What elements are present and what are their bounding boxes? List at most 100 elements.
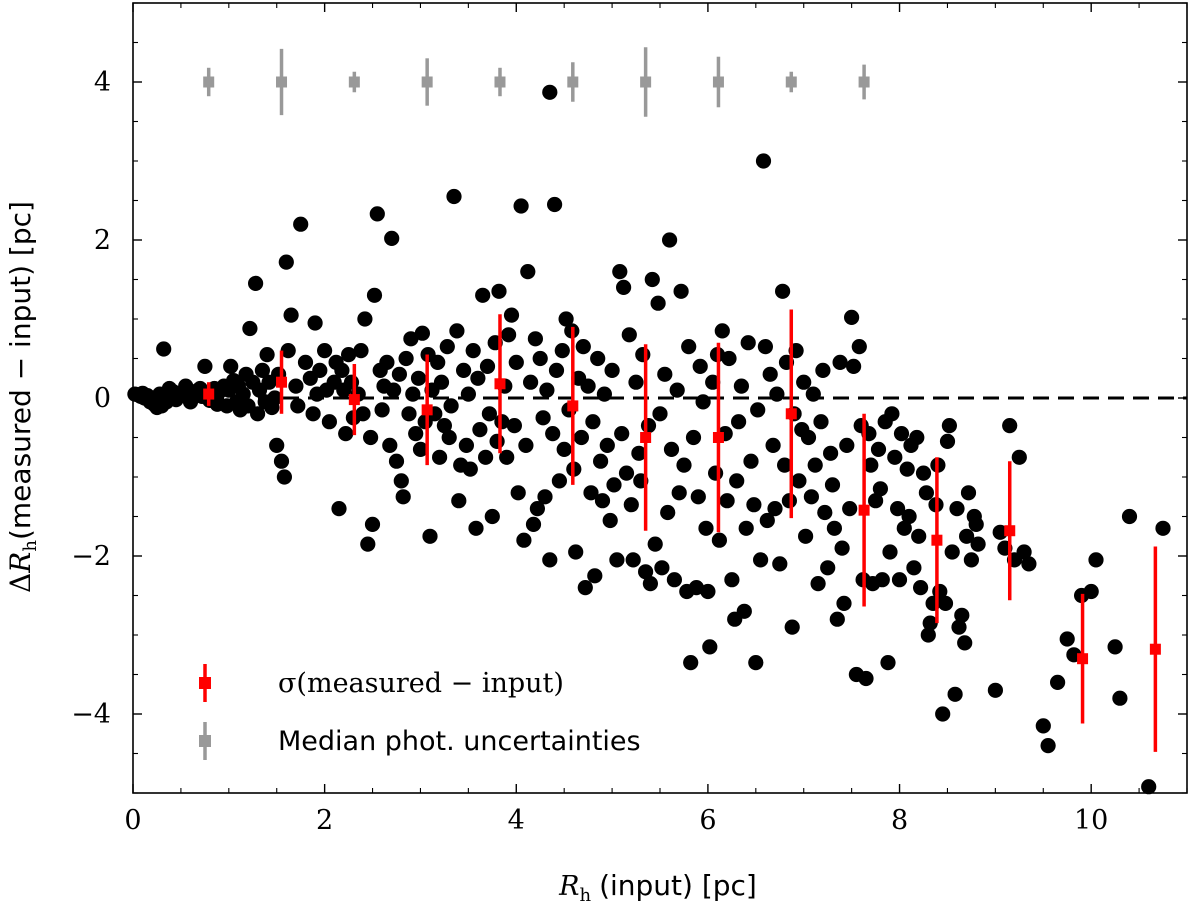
sigma-marker bbox=[1077, 593, 1089, 724]
data-point bbox=[366, 287, 383, 303]
data-point bbox=[537, 489, 553, 505]
sigma-marker bbox=[640, 344, 652, 531]
data-point bbox=[539, 382, 555, 398]
data-point bbox=[556, 441, 572, 457]
data-point bbox=[470, 370, 486, 386]
data-point bbox=[516, 532, 532, 548]
data-point bbox=[810, 576, 826, 592]
data-point bbox=[458, 437, 474, 453]
data-point bbox=[614, 426, 630, 442]
data-point bbox=[460, 386, 476, 402]
y-tick-label: 4 bbox=[94, 67, 111, 98]
median-uncertainty-marker bbox=[858, 64, 870, 100]
data-point bbox=[683, 655, 699, 671]
data-point bbox=[223, 358, 239, 374]
data-point bbox=[750, 402, 766, 418]
data-point bbox=[602, 512, 618, 529]
data-point bbox=[937, 595, 954, 612]
data-point bbox=[414, 325, 430, 341]
data-point bbox=[520, 264, 536, 280]
median-marker bbox=[494, 76, 506, 88]
data-point bbox=[731, 414, 747, 430]
data-point bbox=[360, 536, 376, 552]
x-axis-label-text: (input) [pc] bbox=[599, 869, 757, 902]
data-point bbox=[640, 418, 657, 434]
data-point bbox=[436, 418, 452, 434]
data-point bbox=[596, 386, 613, 402]
data-point bbox=[870, 441, 887, 457]
data-point bbox=[276, 469, 292, 485]
median-marker bbox=[348, 76, 360, 88]
median-marker bbox=[785, 76, 797, 88]
data-point bbox=[644, 271, 660, 288]
sigma-marker bbox=[785, 309, 797, 519]
data-point bbox=[631, 445, 647, 461]
sigma-point bbox=[931, 534, 943, 546]
data-point bbox=[280, 343, 296, 359]
data-point bbox=[944, 544, 960, 560]
x-axis-label-sub: h bbox=[579, 885, 591, 906]
data-point bbox=[583, 485, 599, 501]
data-point bbox=[481, 406, 497, 422]
sigma-point bbox=[567, 400, 579, 412]
data-point bbox=[478, 449, 494, 465]
legend-entry-sigma: σ(measured − input) bbox=[199, 664, 564, 702]
data-point bbox=[494, 414, 510, 430]
data-point bbox=[915, 465, 932, 481]
data-point bbox=[705, 374, 721, 390]
data-point bbox=[401, 406, 417, 422]
data-point bbox=[321, 414, 337, 430]
data-point bbox=[805, 386, 821, 402]
data-point bbox=[951, 619, 967, 635]
data-point bbox=[922, 615, 938, 631]
data-point bbox=[762, 366, 778, 382]
data-point bbox=[755, 153, 772, 169]
data-point bbox=[708, 465, 724, 481]
data-point bbox=[692, 358, 708, 374]
data-point bbox=[775, 283, 791, 299]
data-point bbox=[1050, 674, 1066, 691]
sigma-marker bbox=[931, 457, 943, 624]
data-point bbox=[430, 354, 446, 370]
data-point bbox=[374, 402, 390, 418]
data-point bbox=[297, 354, 314, 370]
sigma-point bbox=[1004, 525, 1016, 537]
sigma-marker bbox=[494, 314, 506, 454]
data-point bbox=[388, 453, 405, 469]
data-point bbox=[305, 406, 321, 422]
data-point bbox=[781, 493, 798, 509]
data-point bbox=[858, 670, 874, 687]
data-point bbox=[451, 493, 467, 509]
data-point bbox=[479, 358, 496, 374]
data-point bbox=[510, 485, 526, 501]
data-point bbox=[156, 341, 172, 357]
data-point bbox=[777, 457, 793, 473]
data-point bbox=[1088, 552, 1104, 568]
data-point bbox=[890, 501, 906, 517]
data-point bbox=[468, 520, 484, 536]
data-point bbox=[1016, 544, 1032, 560]
data-point bbox=[757, 339, 774, 355]
data-point bbox=[364, 516, 381, 533]
data-point bbox=[746, 497, 762, 513]
data-point bbox=[532, 350, 548, 367]
sigma-marker bbox=[567, 326, 579, 485]
data-point bbox=[663, 441, 680, 457]
data-point bbox=[662, 232, 678, 248]
data-point bbox=[690, 489, 706, 505]
data-point bbox=[968, 516, 984, 533]
data-point bbox=[740, 335, 756, 351]
data-point bbox=[669, 382, 685, 398]
data-point bbox=[992, 524, 1008, 540]
data-point bbox=[702, 639, 718, 655]
data-point bbox=[575, 339, 591, 355]
x-tick-label: 0 bbox=[124, 805, 141, 836]
data-point bbox=[851, 339, 867, 355]
data-point bbox=[441, 429, 457, 446]
data-point bbox=[650, 295, 666, 311]
data-point bbox=[824, 477, 841, 493]
data-point bbox=[815, 362, 831, 378]
sigma-point bbox=[785, 408, 797, 420]
data-point bbox=[513, 198, 529, 214]
data-point bbox=[654, 560, 670, 576]
